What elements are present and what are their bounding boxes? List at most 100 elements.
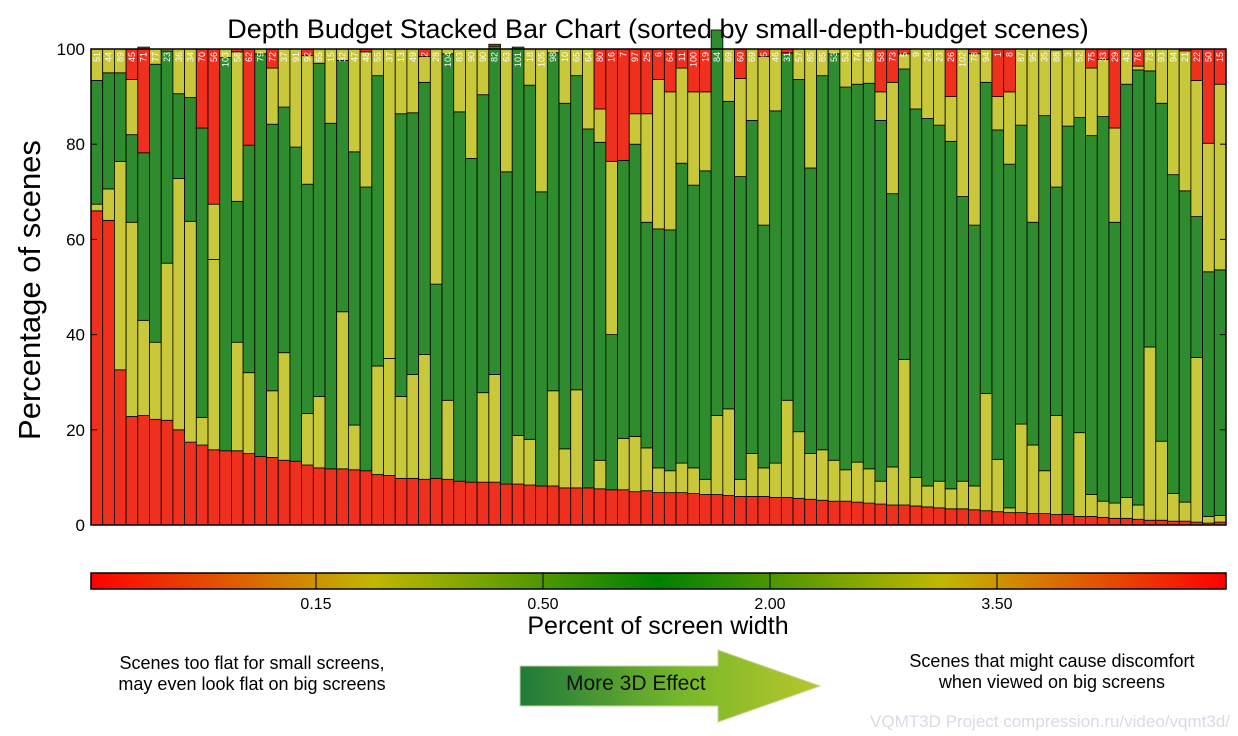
bar-45-green xyxy=(605,334,618,491)
bars-group: 51 44 89 45 71 77 23 36 34 70 56 103 58 62 79 72 37 91 92 6… xyxy=(90,29,1227,526)
bar-63-yellow-low xyxy=(816,449,829,501)
bar-55-green xyxy=(722,100,735,410)
scene-label-79: 8 xyxy=(1005,52,1015,57)
bar-51-green xyxy=(675,162,689,464)
scene-label-63: 85 xyxy=(817,52,827,62)
bar-64-yellow-low xyxy=(827,459,841,502)
more-3d-effect-arrow: More 3D Effect xyxy=(518,648,826,724)
scene-label-75: 102 xyxy=(958,52,968,67)
bar-89-green xyxy=(1120,83,1133,498)
bar-71-red-low xyxy=(909,505,923,526)
bar-2-green xyxy=(102,72,115,190)
bar-62-yellow-low xyxy=(804,453,817,500)
bar-63-green xyxy=(816,75,829,451)
bar-48-yellow-low xyxy=(640,447,654,492)
bar-39-yellow-high xyxy=(535,48,548,193)
bar-20-green xyxy=(312,62,326,397)
bar-78-green xyxy=(991,129,1005,460)
bar-54-yellow-low xyxy=(710,415,724,495)
bar-76-yellow-high xyxy=(968,53,981,226)
bar-87-green xyxy=(1096,116,1110,502)
scene-label-45: 16 xyxy=(607,52,617,62)
bar-24-green xyxy=(359,186,373,472)
y-axis-label: Percentage of scenes xyxy=(12,140,47,440)
bar-32-green xyxy=(453,111,466,482)
y-tick-label-100: 100 xyxy=(57,40,85,59)
scene-label-7: 23 xyxy=(162,52,172,62)
bar-1-red-low xyxy=(90,210,104,526)
bar-82-green xyxy=(1038,115,1051,472)
bar-8-green xyxy=(172,93,186,179)
bar-88-yellow-high xyxy=(1108,127,1122,223)
bar-83-yellow-low xyxy=(1050,415,1063,515)
bar-66-green xyxy=(851,83,864,463)
scene-label-22: 32 xyxy=(338,52,348,62)
colorbar: 0.15 0.50 2.00 3.50 xyxy=(90,572,1227,613)
scene-label-54: 84 xyxy=(712,52,722,62)
colorbar-label: Percent of screen width xyxy=(527,612,789,640)
bar-33-yellow-high xyxy=(465,48,478,159)
bar-50-yellow-low xyxy=(663,470,677,494)
bar-39-red-low xyxy=(535,485,548,526)
bar-48-green xyxy=(640,221,654,449)
bar-15-red-low xyxy=(254,456,267,526)
bar-16-yellow-high xyxy=(266,67,279,125)
scene-label-58: 5 xyxy=(759,52,769,57)
bar-75-green xyxy=(956,196,969,482)
bar-54-green xyxy=(710,29,724,416)
bar-83-green xyxy=(1050,186,1063,416)
bar-65-red-low xyxy=(839,500,852,526)
bar-53-yellow-low xyxy=(699,478,712,495)
bar-65-green xyxy=(839,86,852,471)
bar-35-red-high xyxy=(488,43,501,47)
bar-29-red-low xyxy=(418,478,431,526)
bar-3-yellow-low xyxy=(114,160,127,371)
bar-57-red-low xyxy=(745,496,759,526)
scene-label-11: 56 xyxy=(209,52,219,62)
bar-70-green xyxy=(897,68,911,360)
bar-22-red-low xyxy=(336,468,349,526)
bar-42-red-low xyxy=(570,487,583,526)
note-discomfort-line2: when viewed on big screens xyxy=(938,672,1166,692)
bar-42-yellow-low xyxy=(570,389,583,489)
bar-82-yellow-low xyxy=(1038,470,1051,514)
bar-10-green xyxy=(195,127,209,418)
bar-85-green xyxy=(1073,117,1086,434)
bar-90-green xyxy=(1131,69,1145,506)
bar-90-yellow-high xyxy=(1131,65,1145,71)
scene-label-62: 85 xyxy=(806,52,816,62)
scene-label-70: 5 xyxy=(899,52,909,57)
bar-45-red-high xyxy=(605,48,618,162)
bar-96-yellow-low xyxy=(1202,516,1215,524)
bar-25-yellow-low xyxy=(371,365,384,475)
bar-73-red-low xyxy=(933,507,946,526)
bar-80-yellow-low xyxy=(1014,423,1028,514)
scene-label-24: 48 xyxy=(361,52,371,62)
bar-35-yellow-low xyxy=(488,374,501,483)
scene-label-78: 1 xyxy=(993,52,1003,57)
bar-84-green xyxy=(1061,125,1075,515)
bar-75-yellow-high xyxy=(956,48,969,197)
bar-61-yellow-low xyxy=(792,431,806,499)
note-too-flat-line1: Scenes too flat for small screens, xyxy=(119,653,385,673)
bar-28-red-low xyxy=(406,477,420,526)
bar-79-yellow-low xyxy=(1003,507,1016,514)
bar-16-yellow-low xyxy=(266,390,279,458)
bar-37-green xyxy=(511,46,525,436)
bar-6-green xyxy=(149,63,162,343)
scene-label-60: 31 xyxy=(782,52,792,62)
bar-10-red-low xyxy=(195,444,209,526)
bar-96-yellow-high xyxy=(1202,142,1215,273)
bar-11-red-high xyxy=(207,48,221,205)
bar-82-red-low xyxy=(1038,513,1051,526)
scene-label-4: 45 xyxy=(127,52,137,62)
bar-10-yellow-low xyxy=(195,417,209,446)
scene-label-50: 64 xyxy=(665,52,675,62)
scene-label-53: 19 xyxy=(700,52,710,62)
scene-label-56: 60 xyxy=(735,52,745,62)
bar-78-yellow-low xyxy=(991,458,1005,513)
scene-label-26: 37 xyxy=(384,52,394,62)
bar-15-green xyxy=(254,53,267,457)
bar-50-yellow-high xyxy=(663,91,677,231)
scene-label-42: 65 xyxy=(572,52,582,62)
